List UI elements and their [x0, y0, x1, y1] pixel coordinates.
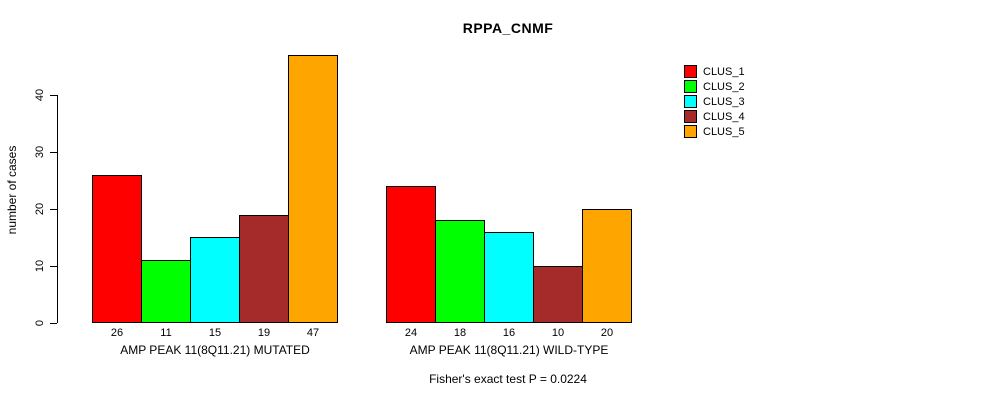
legend-item-label: CLUS_2: [703, 80, 745, 93]
bar-clus_3-group2: [484, 232, 534, 323]
y-axis-tick-label: 0: [34, 319, 46, 327]
bar-value-label: 16: [502, 327, 516, 339]
bar-clus_3-group1: [190, 237, 240, 323]
legend-item: CLUS_5: [684, 125, 745, 138]
bar-clus_4-group1: [239, 215, 289, 323]
chart-title: RPPA_CNMF: [462, 20, 554, 36]
bar-clus_2-group1: [141, 260, 191, 323]
group-axis-label: AMP PEAK 11(8Q11.21) MUTATED: [120, 343, 310, 357]
y-axis-line: [57, 95, 58, 323]
y-axis-tick: [50, 209, 57, 210]
legend-item-label: CLUS_4: [703, 110, 745, 123]
legend-swatch-clus_1: [684, 65, 697, 78]
legend-item-label: CLUS_1: [703, 65, 745, 78]
bar-value-label: 20: [600, 327, 614, 339]
bar-value-label: 10: [551, 327, 565, 339]
bar-value-label: 19: [257, 327, 271, 339]
legend-swatch-clus_2: [684, 80, 697, 93]
bar-value-label: 24: [404, 327, 418, 339]
legend-swatch-clus_4: [684, 110, 697, 123]
group-axis-label: AMP PEAK 11(8Q11.21) WILD-TYPE: [409, 343, 609, 357]
y-axis-tick: [50, 95, 57, 96]
legend-item: CLUS_4: [684, 110, 745, 123]
y-axis-tick: [50, 266, 57, 267]
legend: CLUS_1 CLUS_2 CLUS_3 CLUS_4 CLUS_5: [684, 65, 745, 140]
y-axis-tick-label: 30: [34, 145, 46, 159]
y-axis-tick: [50, 152, 57, 153]
bar-value-label: 26: [110, 327, 124, 339]
bar-clus_2-group2: [435, 220, 485, 323]
y-axis-tick-label: 40: [34, 88, 46, 102]
y-axis-tick-label: 20: [34, 202, 46, 216]
bar-clus_1-group2: [386, 186, 436, 323]
legend-item: CLUS_3: [684, 95, 745, 108]
bar-value-label: 15: [208, 327, 222, 339]
bar-clus_4-group2: [533, 266, 583, 323]
bar-clus_5-group1: [288, 55, 338, 323]
bar-value-label: 47: [306, 327, 320, 339]
legend-swatch-clus_3: [684, 95, 697, 108]
y-axis-tick: [50, 323, 57, 324]
legend-item: CLUS_1: [684, 65, 745, 78]
y-axis-title: number of cases: [5, 145, 19, 235]
bar-value-label: 11: [160, 327, 172, 339]
legend-item-label: CLUS_3: [703, 95, 745, 108]
y-axis-tick-label: 10: [34, 259, 46, 273]
legend-item-label: CLUS_5: [703, 125, 745, 138]
legend-item: CLUS_2: [684, 80, 745, 93]
bar-clus_5-group2: [582, 209, 632, 323]
bar-clus_1-group1: [92, 175, 142, 323]
legend-swatch-clus_5: [684, 125, 697, 138]
bar-value-label: 18: [453, 327, 467, 339]
fisher-test-caption: Fisher's exact test P = 0.0224: [429, 372, 587, 386]
